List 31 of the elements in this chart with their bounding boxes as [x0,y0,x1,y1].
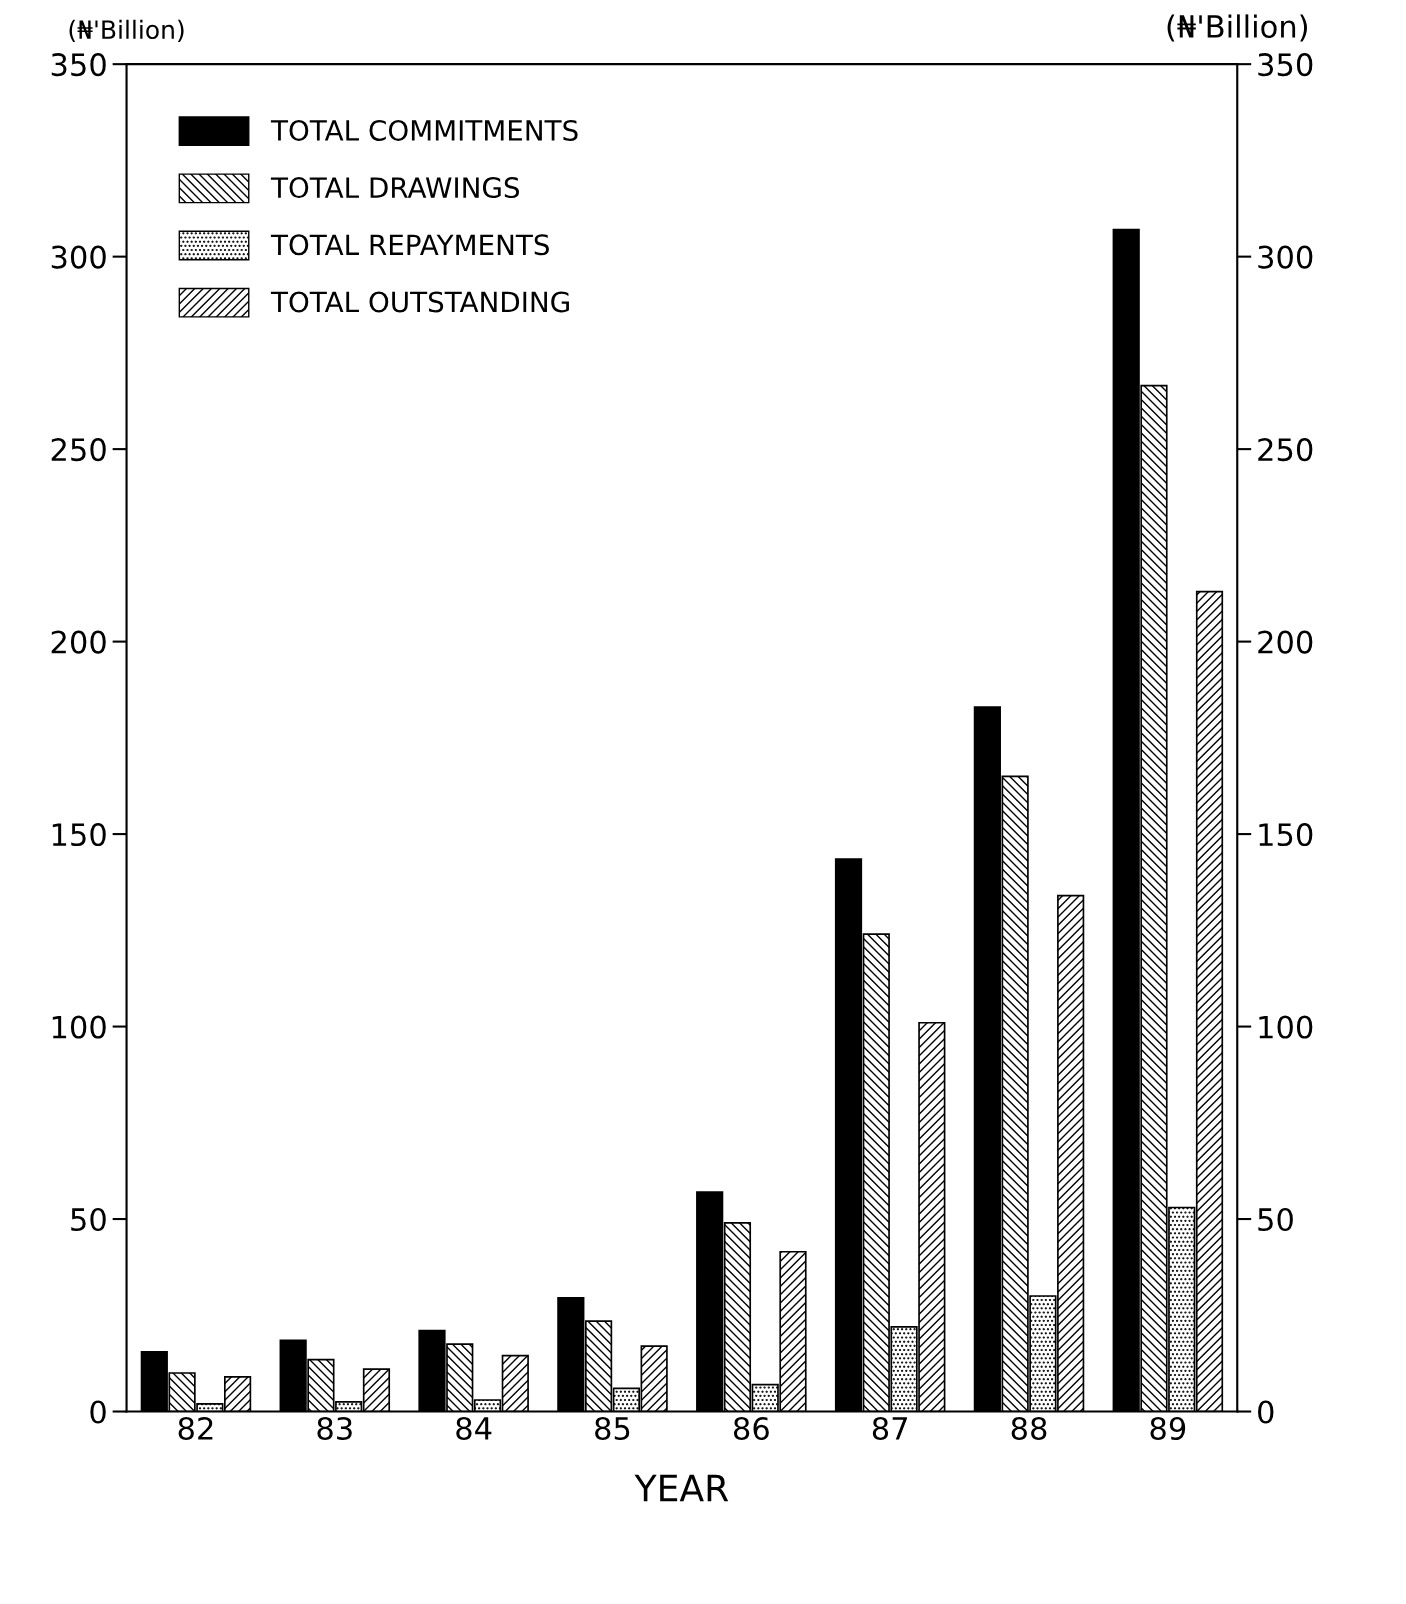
x-axis-title: YEAR [634,1474,729,1502]
x-tick-label: 85 [595,1416,630,1441]
y2-axis-title: (₦'Billion) [1167,14,1307,42]
y-tick-label: 300 [51,245,106,269]
x-tick-label: 88 [1011,1416,1047,1441]
y-tick-label: 350 [51,53,106,77]
y2-tick-label: 300 [1258,245,1313,269]
x-tick-label: 84 [456,1416,492,1441]
y2-tick-label: 100 [1259,1015,1313,1039]
legend-label: TOTAL REPAYMENTS [270,234,549,256]
y-tick-label: 100 [52,1015,106,1039]
x-tick-label: 82 [178,1416,213,1441]
y-tick-label: 200 [51,630,106,654]
y-tick-label: 150 [52,823,106,847]
x-tick-label: 86 [733,1416,769,1441]
y2-tick-label: 0 [1258,1400,1274,1424]
x-tick-label: 83 [317,1416,352,1441]
y2-tick-label: 350 [1258,53,1313,77]
legend-label: TOTAL COMMITMENTS [270,119,578,141]
y2-tick-label: 150 [1259,823,1313,847]
y2-tick-label: 250 [1258,438,1313,462]
legend-label: TOTAL DRAWINGS [270,177,520,199]
y-tick-label: 50 [71,1207,106,1232]
legend-label: TOTAL OUTSTANDING [270,291,569,313]
y-tick-label: 0 [90,1400,106,1424]
y-axis-title: (₦'Billion) [69,19,184,43]
y-tick-label: 250 [51,438,106,462]
x-tick-label: 89 [1150,1416,1186,1441]
y2-tick-label: 50 [1258,1207,1293,1232]
x-tick-label: 87 [872,1416,907,1441]
y2-tick-label: 200 [1258,630,1313,654]
